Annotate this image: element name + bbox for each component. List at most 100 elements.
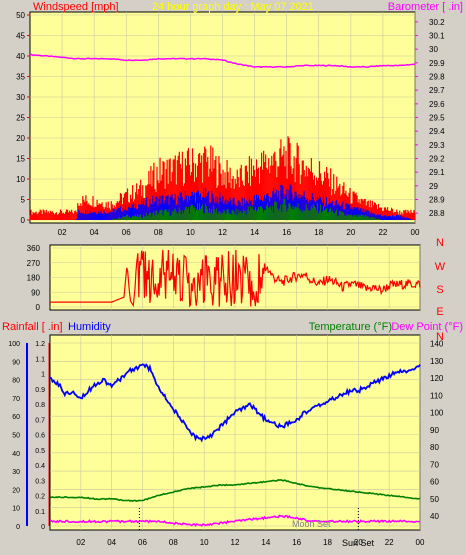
wind-x-tick-label: 02 [58, 228, 67, 237]
compass-label: E [436, 306, 443, 318]
direction-tick-label: 0 [36, 303, 41, 312]
graph-title: 24 hour graph day : May 07 2021 [152, 1, 314, 13]
wind-tick-label: 40 [16, 52, 25, 61]
direction-tick-label: 90 [31, 288, 40, 297]
barometer-tick-label: 29.5 [429, 114, 445, 123]
temperature-tick-label: 110 [430, 391, 443, 400]
temperature-tick-label: 50 [430, 495, 439, 504]
tick-labels: 0510152025303540455028.828.92929.129.229… [8, 11, 445, 547]
temperature-tick-label: 60 [430, 478, 439, 487]
wind-x-tick-label: 16 [282, 228, 291, 237]
rain-tick-label: 0.3 [35, 478, 45, 485]
temp-x-tick-label: 12 [231, 538, 240, 547]
rain-tick-label: 1 [41, 372, 45, 379]
humidity-tick-label: 10 [12, 506, 20, 513]
compass-label: N [436, 331, 444, 343]
rain-tick-label: 0.7 [35, 417, 45, 424]
temp-x-tick-label: 16 [292, 538, 301, 547]
wind-tick-label: 30 [16, 93, 25, 102]
wind-direction-line [50, 249, 421, 308]
wind-tick-label: 45 [16, 32, 25, 41]
barometer-tick-label: 29.2 [429, 155, 445, 164]
temp-x-tick-label: 04 [107, 538, 116, 547]
humidity-tick-label: 50 [12, 433, 20, 440]
barometer-tick-label: 29 [429, 182, 438, 191]
humidity-tick-label: 20 [12, 487, 20, 494]
wind-x-tick-label: 08 [154, 228, 163, 237]
temp-x-tick-label: 08 [169, 538, 178, 547]
wind-tick-label: 10 [16, 175, 25, 184]
wind-x-tick-label: 12 [218, 228, 227, 237]
wind-x-tick-label: 04 [90, 228, 99, 237]
barometer-tick-label: 30.2 [429, 18, 445, 27]
wind-tick-label: 20 [16, 134, 25, 143]
temperature-tick-label: 70 [430, 460, 439, 469]
wind-axis-label: Windspeed [mph] [33, 1, 119, 13]
rain-tick-label: 0.8 [35, 402, 45, 409]
barometer-tick-label: 30 [429, 45, 438, 54]
dewpoint-axis-label: Dew Point (°F) [391, 321, 463, 333]
temp-x-tick-label: 02 [76, 538, 85, 547]
wind-tick-label: 15 [16, 155, 25, 164]
barometer-tick-label: 28.8 [429, 209, 445, 218]
barometer-tick-label: 28.9 [429, 196, 445, 205]
humidity-tick-label: 30 [12, 469, 20, 476]
sun-set-label: Sun Set [342, 538, 375, 548]
rain-axis-label: Rainfall [ .in] [2, 321, 63, 333]
temp-x-tick-label: 10 [200, 538, 209, 547]
temperature-tick-label: 100 [430, 409, 444, 418]
wind-x-tick-label: 20 [346, 228, 355, 237]
compass-label: N [436, 237, 444, 249]
rain-tick-label: 1.1 [35, 356, 45, 363]
wind-tick-label: 35 [16, 73, 25, 82]
humidity-tick-label: 80 [12, 378, 20, 385]
barometer-line [29, 53, 416, 69]
humidity-tick-label: 0 [16, 524, 20, 531]
wind-x-tick-label: 22 [378, 228, 387, 237]
barometer-tick-label: 29.3 [429, 141, 445, 150]
barometer-tick-label: 29.8 [429, 73, 445, 82]
rain-tick-label: 0.5 [35, 448, 45, 455]
wind-tick-label: 50 [16, 11, 25, 20]
wind-x-tick-label: 10 [186, 228, 195, 237]
rain-tick-label: 0.1 [35, 509, 45, 516]
humidity-line [49, 363, 421, 443]
wind-x-tick-label: 06 [122, 228, 131, 237]
rain-tick-label: 1.2 [35, 341, 45, 348]
temp-x-tick-label: 18 [323, 538, 332, 547]
temperature-tick-label: 120 [430, 374, 444, 383]
temperature-line [49, 478, 421, 502]
compass-label: W [435, 261, 446, 273]
rain-tick-label: 0.4 [35, 463, 45, 470]
humidity-tick-label: 90 [12, 359, 20, 366]
temperature-tick-label: 130 [430, 357, 444, 366]
wind-tick-label: 0 [21, 216, 26, 225]
humidity-tick-label: 100 [8, 341, 20, 348]
humidity-tick-label: 40 [12, 451, 20, 458]
temperature-tick-label: 90 [430, 426, 439, 435]
humidity-tick-label: 70 [12, 396, 20, 403]
direction-tick-label: 360 [27, 244, 41, 253]
humidity-axis-label: Humidity [68, 321, 111, 333]
temperature-tick-label: 80 [430, 443, 439, 452]
moon-set-label: Moon Set [292, 519, 331, 529]
temperature-tick-label: 140 [430, 340, 444, 349]
barometer-tick-label: 29.1 [429, 168, 445, 177]
temperature-axis-label: Temperature (°F) [309, 321, 392, 333]
direction-tick-label: 180 [27, 274, 41, 283]
barometer-tick-label: 29.7 [429, 86, 445, 95]
temp-x-tick-label: 06 [138, 538, 147, 547]
wind-tick-label: 25 [16, 114, 25, 123]
temp-x-tick-label: 00 [416, 538, 425, 547]
temp-x-tick-label: 20 [354, 538, 363, 547]
rain-tick-label: 0 [41, 524, 45, 531]
barometer-tick-label: 30.1 [429, 32, 445, 41]
temp-x-tick-label: 14 [261, 538, 270, 547]
wind-x-tick-label: 00 [411, 228, 420, 237]
temp-x-tick-label: 22 [385, 538, 394, 547]
barometer-axis-label: Barometer [ .in] [388, 1, 463, 13]
temperature-tick-label: 40 [430, 512, 439, 521]
barometer-tick-label: 29.9 [429, 59, 445, 68]
compass-label: S [436, 284, 443, 296]
